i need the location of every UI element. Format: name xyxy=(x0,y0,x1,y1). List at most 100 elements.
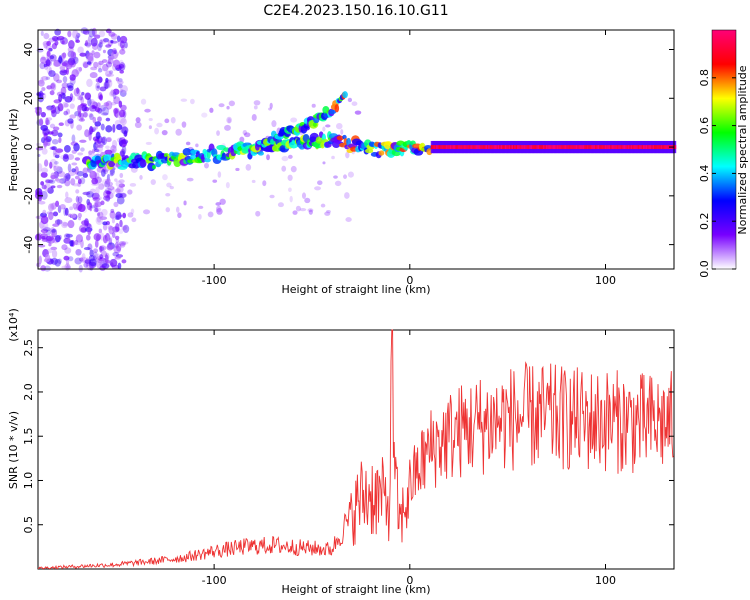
spectrogram-speckle xyxy=(148,118,153,122)
spectrogram-speckle xyxy=(58,122,64,127)
spectrogram-speckle xyxy=(100,38,107,44)
spectrogram-speckle xyxy=(212,179,218,183)
spectrogram-speckle xyxy=(114,256,121,260)
spectrogram-speckle xyxy=(49,123,56,129)
spectrogram-speckle xyxy=(110,39,114,44)
spectrogram-speckle xyxy=(95,186,100,196)
spectrogram-blob xyxy=(257,151,264,156)
spectrogram-speckle xyxy=(115,193,123,198)
spectrogram-speckle xyxy=(41,167,49,174)
spectrogram-speckle xyxy=(118,100,123,108)
spectrogram-ytick-label: 20 xyxy=(22,91,35,105)
spectrogram-speckle xyxy=(61,265,70,270)
spectrogram-speckle xyxy=(48,211,54,221)
spectrogram-speckle xyxy=(103,102,110,107)
spectrogram-speckle xyxy=(62,154,69,162)
spectrogram-speckle xyxy=(56,219,61,225)
spectrogram-speckle xyxy=(115,211,122,220)
spectrogram-speckle xyxy=(84,40,89,47)
spectrogram-speckle xyxy=(119,89,127,97)
spectrogram-speckle xyxy=(65,61,73,70)
spectrogram-speckle xyxy=(198,213,202,220)
spectrogram-speckle xyxy=(148,125,152,130)
spectrogram-speckle xyxy=(97,116,102,122)
spectrogram-speckle xyxy=(224,124,231,131)
spectrogram-speckle xyxy=(311,103,316,108)
spectrogram-speckle xyxy=(41,226,49,230)
spectrogram-speckle xyxy=(77,178,82,185)
spectrogram-speckle xyxy=(67,118,74,124)
spectrogram-speckle xyxy=(64,207,69,216)
spectrogram-speckle xyxy=(216,130,220,136)
spectrogram-speckle xyxy=(43,132,48,141)
spectrogram-speckle xyxy=(45,44,52,51)
spectrogram-speckle xyxy=(69,74,76,81)
spectrogram-speckle xyxy=(88,28,96,38)
spectrogram-speckle xyxy=(201,112,208,118)
spectrogram-speckle xyxy=(111,139,118,149)
spectrogram-speckle xyxy=(81,91,85,96)
spectrogram-speckle xyxy=(39,62,46,70)
spectrogram-speckle xyxy=(289,195,293,203)
spectrogram-speckle xyxy=(47,187,54,194)
spectrogram-ytick-label: -40 xyxy=(22,236,35,254)
spectrogram-blob xyxy=(103,154,112,163)
spectrogram-speckle xyxy=(95,144,104,153)
spectrogram-speckle xyxy=(82,173,89,178)
spectrogram-speckle xyxy=(120,117,127,126)
spectrogram-speckle xyxy=(46,106,54,112)
snr-y-multiplier: (x10⁴) xyxy=(7,308,20,342)
spectrogram-speckle xyxy=(105,70,112,77)
spectrogram-speckle xyxy=(112,91,117,100)
spectrogram-speckle xyxy=(37,163,43,172)
spectrogram-speckle xyxy=(118,183,125,188)
snr-ytick-label: 2.5 xyxy=(22,339,35,357)
spectrogram-speckle xyxy=(75,248,82,256)
spectrogram-speckle xyxy=(40,111,46,118)
spectrogram-speckle xyxy=(72,202,78,210)
spectrogram-speckle xyxy=(144,108,151,113)
spectrogram-speckle xyxy=(74,257,83,265)
spectrogram-speckle xyxy=(325,124,331,128)
spectrogram-speckle xyxy=(117,262,122,270)
spectrogram-speckle xyxy=(46,248,53,254)
spectrogram-speckle xyxy=(63,103,69,108)
spectrogram-speckle xyxy=(243,132,251,138)
spectrogram-speckle xyxy=(119,48,126,55)
spectrogram-speckle xyxy=(115,254,124,258)
snr-xlabel: Height of straight line (km) xyxy=(281,583,430,596)
spectrogram-speckle xyxy=(345,151,350,159)
spectrogram-speckle xyxy=(74,242,81,246)
spectrogram-speckle xyxy=(88,150,93,156)
spectrogram-speckle xyxy=(75,234,84,243)
spectrogram-speckle xyxy=(61,82,69,89)
spectrogram-speckle xyxy=(164,118,170,124)
spectrogram-speckle xyxy=(104,187,113,194)
spectrogram-speckle xyxy=(307,208,314,213)
spectrogram-speckle xyxy=(67,30,72,38)
spectrogram-speckle xyxy=(97,43,102,52)
spectrogram-speckle xyxy=(38,79,45,85)
colorbar-tick-label: 0.4 xyxy=(698,165,711,183)
spectrogram-speckle xyxy=(299,207,307,212)
spectrogram-speckle xyxy=(50,185,56,189)
spectrogram-speckle xyxy=(41,92,47,100)
spectrogram-speckle xyxy=(99,86,107,92)
spectrogram-speckle xyxy=(198,205,204,209)
spectrogram-speckle xyxy=(99,94,103,101)
spectrogram-speckle xyxy=(105,117,111,122)
spectrogram-speckle xyxy=(82,191,91,196)
spectrogram-speckle xyxy=(119,150,125,157)
spectrogram-speckle xyxy=(80,147,85,152)
spectrogram-speckle xyxy=(73,87,81,97)
spectrogram-speckle xyxy=(89,249,94,257)
spectrogram-speckle xyxy=(175,128,182,136)
spectrogram-speckle xyxy=(333,175,338,179)
spectrogram-speckle xyxy=(50,229,57,233)
spectrogram-speckle xyxy=(63,110,69,116)
spectrogram-speckle xyxy=(53,126,60,131)
spectrogram-speckle xyxy=(65,67,69,75)
snr-ylabel: SNR (10 * v/v) xyxy=(7,411,20,489)
spectrogram-speckle xyxy=(105,100,113,110)
snr-xtick-label: 0 xyxy=(406,574,413,587)
